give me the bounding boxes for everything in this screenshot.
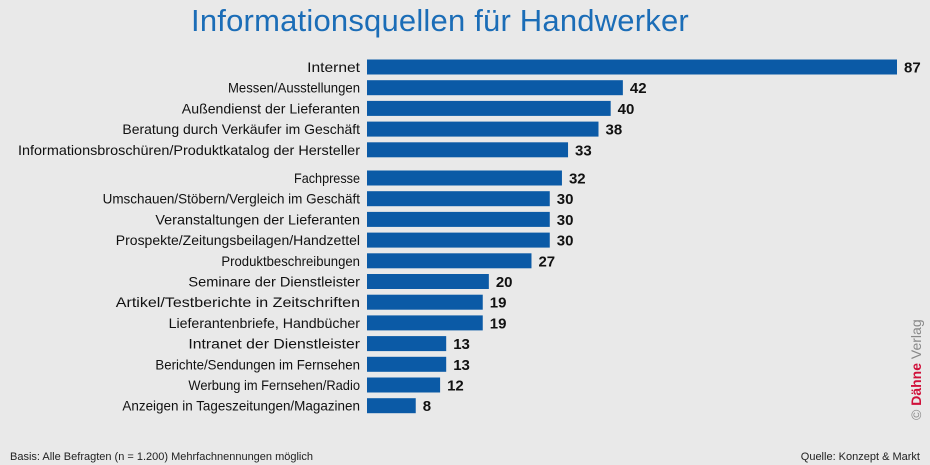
copyright-symbol: © [908, 409, 924, 420]
category-label: Berichte/Sendungen im Fernsehen [155, 356, 360, 372]
category-label: Anzeigen in Tageszeitungen/Magazinen [122, 398, 360, 414]
value-label: 12 [447, 378, 464, 395]
category-label: Internet [307, 59, 360, 75]
footer-source: Quelle: Konzept & Markt [800, 451, 920, 463]
bar [367, 356, 447, 372]
chart-title: Informationsquellen für Handwerker [191, 3, 689, 38]
footer-basis: Basis: Alle Befragten (n = 1.200) Mehrfa… [10, 451, 313, 463]
bar [367, 211, 550, 227]
category-label: Werbung im Fernsehen/Radio [188, 377, 360, 393]
bar [367, 274, 489, 289]
value-label: 40 [618, 101, 635, 118]
value-label: 42 [630, 80, 647, 97]
category-label: Messen/Ausstellungen [228, 80, 360, 96]
value-label: 20 [496, 274, 513, 291]
category-label: Veranstaltungen der Lieferanten [155, 211, 360, 227]
value-label: 19 [490, 295, 507, 312]
category-label: Intranet der Dienstleister [188, 336, 360, 352]
value-label: 13 [453, 336, 470, 353]
bar [367, 121, 599, 137]
value-label: 32 [569, 171, 586, 188]
bar [367, 398, 416, 414]
value-label: 30 [557, 212, 574, 229]
bar [367, 100, 611, 116]
category-label: Artikel/Testberichte in Zeitschriften [116, 294, 360, 310]
bar [367, 253, 532, 269]
bar [367, 191, 550, 207]
copyright-brand: Dähne [908, 362, 924, 406]
value-label: 38 [605, 122, 622, 139]
value-label: 19 [490, 315, 507, 332]
category-label: Außendienst der Lieferanten [182, 100, 360, 116]
value-label: 30 [557, 233, 574, 250]
bar [367, 59, 897, 75]
category-label: Beratung durch Verkäufer im Geschäft [122, 121, 360, 137]
bar [367, 80, 623, 96]
value-label: 87 [904, 60, 921, 77]
bar [367, 336, 447, 352]
bar [367, 377, 441, 393]
category-label: Umschauen/Stöbern/Vergleich im Geschäft [103, 191, 360, 207]
value-label: 33 [575, 142, 592, 159]
bar [367, 294, 483, 310]
value-label: 8 [423, 398, 431, 415]
category-label: Prospekte/Zeitungsbeilagen/Handzettel [116, 232, 360, 248]
category-label: Seminare der Dienstleister [188, 274, 360, 290]
value-label: 30 [557, 191, 574, 208]
bar [367, 315, 483, 331]
value-label: 13 [453, 357, 470, 374]
category-label: Fachpresse [294, 170, 360, 186]
category-label: Produktbeschreibungen [221, 253, 360, 269]
bar [367, 232, 550, 248]
category-label: Lieferantenbriefe, Handbücher [169, 315, 361, 331]
copyright-watermark: © Dähne Verlag [908, 319, 924, 420]
value-label: 27 [538, 253, 555, 270]
copyright-rest: Verlag [908, 319, 924, 363]
bar [367, 170, 562, 186]
category-label: Informationsbroschüren/Produktkatalog de… [18, 142, 360, 158]
bar [367, 142, 569, 158]
